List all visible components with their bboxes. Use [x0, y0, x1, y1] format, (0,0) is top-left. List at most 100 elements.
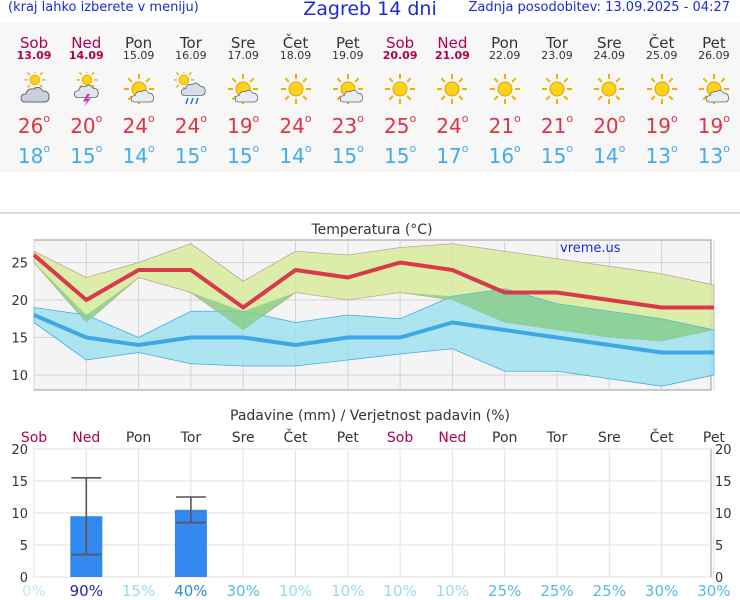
max-temp: 24o — [436, 112, 469, 138]
precip-day-label: Pet — [703, 430, 726, 446]
day-name: Sre — [230, 34, 256, 52]
day-date: 24.09 — [593, 49, 626, 62]
day-date: 26.09 — [698, 49, 730, 62]
min-temp: 15o — [70, 142, 103, 168]
min-temp: 15o — [331, 142, 364, 168]
temp-ytick-label: 20 — [11, 294, 28, 309]
precip-ytick-left: 10 — [11, 507, 28, 522]
precip-chart-title: Padavine (mm) / Verjetnost padavin (%) — [230, 408, 510, 424]
min-temp: 14o — [279, 142, 312, 168]
min-temp: 15o — [174, 142, 207, 168]
max-temp: 23o — [331, 112, 364, 138]
day-name: Sob — [385, 34, 415, 52]
max-temp: 20o — [593, 112, 626, 138]
max-temp: 24o — [279, 112, 312, 138]
precip-probability: 25% — [593, 582, 626, 600]
day-name: Ned — [437, 34, 468, 52]
precip-probability: 10% — [331, 582, 364, 600]
min-temp: 15o — [227, 142, 260, 168]
partly-cloudy-icon — [122, 72, 156, 106]
last-update: Zadnja posodobitev: 13.09.2025 - 04:27 — [468, 0, 730, 15]
precip-day-label: Sre — [598, 430, 621, 446]
day-name: Pon — [124, 34, 153, 52]
day-date: 21.09 — [434, 49, 470, 62]
precip-probability: 15% — [122, 582, 155, 600]
precip-probability: 10% — [436, 582, 469, 600]
min-temp-line — [33, 313, 714, 355]
max-temp: 25o — [384, 112, 417, 138]
day-name: Pet — [335, 34, 360, 52]
day-date: 23.09 — [541, 49, 573, 62]
precip-ytick-right: 20 — [715, 443, 732, 458]
day-name: Čet — [282, 34, 309, 52]
day-date: 14.09 — [68, 49, 104, 62]
daily-forecast-strip: Sob 13.09 26o 18o Ned 14.09 20o 15o Pon 15.09 24o 1… — [0, 22, 740, 172]
sun-icon — [645, 72, 679, 106]
precip-probability: 10% — [279, 582, 312, 600]
day-name: Pet — [702, 34, 726, 52]
precip-ytick-right: 15 — [715, 475, 732, 490]
precip-day-label: Pon — [492, 430, 517, 446]
precip-ytick-right: 5 — [715, 539, 723, 554]
temp-range-overlap — [34, 262, 714, 342]
day-name: Čet — [648, 34, 675, 52]
cloudy-sun-icon — [17, 69, 51, 106]
day-date: 16.09 — [175, 49, 207, 62]
max-temp-line — [32, 253, 714, 310]
precip-day-label: Sob — [387, 430, 413, 446]
precip-day-label: Ned — [438, 430, 466, 446]
day-date: 20.09 — [382, 49, 418, 62]
precip-day-label: Tor — [546, 430, 568, 446]
day-date: 15.09 — [122, 49, 155, 62]
day-name: Tor — [179, 34, 202, 52]
min-temp: 15o — [540, 142, 574, 168]
precip-day-label: Pon — [126, 430, 151, 446]
day-date: 13.09 — [16, 49, 52, 62]
precip-probability: 0% — [22, 582, 46, 600]
rain-sun-icon — [173, 69, 208, 106]
precip-probability: 40% — [174, 582, 207, 600]
precip-ytick-right: 10 — [715, 507, 732, 522]
max-temp: 19o — [697, 112, 730, 138]
min-temp: 14o — [593, 142, 626, 168]
divider — [0, 212, 740, 214]
day-date: 18.09 — [279, 49, 312, 62]
sun-icon — [540, 72, 574, 106]
precip-day-label: Tor — [180, 430, 202, 446]
day-name: Ned — [71, 34, 102, 52]
day-date: 19.09 — [332, 49, 364, 62]
min-temp: 13o — [645, 142, 678, 168]
temp-ytick-label: 25 — [11, 257, 28, 272]
watermark: vreme.us — [560, 241, 621, 256]
sun-icon — [383, 72, 417, 106]
min-temp: 14o — [122, 142, 155, 168]
precip-probability: 30% — [697, 582, 730, 600]
sun-icon — [488, 72, 522, 106]
min-temp: 18o — [17, 142, 51, 168]
precip-ytick-right: 0 — [715, 571, 723, 586]
partly-cloudy-icon — [697, 72, 731, 106]
precip-day-label: Sre — [232, 430, 255, 446]
page-title: Zagreb 14 dni — [303, 0, 437, 20]
min-temp: 16o — [488, 142, 521, 168]
min-temp: 13o — [697, 142, 730, 168]
max-temp: 21o — [540, 112, 574, 138]
temp-chart-title: Temperatura (°C) — [310, 222, 432, 238]
day-date: 25.09 — [645, 49, 678, 62]
precip-day-label: Pet — [337, 430, 360, 446]
max-temp: 20o — [70, 112, 103, 138]
temp-ytick-label: 10 — [11, 369, 28, 384]
precip-day-label: Sob — [21, 430, 47, 446]
partly-cloudy-icon — [331, 72, 365, 106]
precip-ytick-left: 5 — [20, 539, 28, 554]
precip-ytick-left: 15 — [11, 475, 28, 490]
location-hint: (kraj lahko izberete v meniju) — [8, 0, 199, 15]
precip-probability: 30% — [645, 582, 678, 600]
day-date: 17.09 — [227, 49, 259, 62]
precip-day-label: Ned — [72, 430, 100, 446]
max-temp: 24o — [174, 112, 207, 138]
precip-day-label: Čet — [284, 428, 308, 446]
day-date: 22.09 — [488, 49, 521, 62]
day-name: Sob — [19, 34, 49, 52]
precip-probability: 90% — [70, 582, 103, 600]
